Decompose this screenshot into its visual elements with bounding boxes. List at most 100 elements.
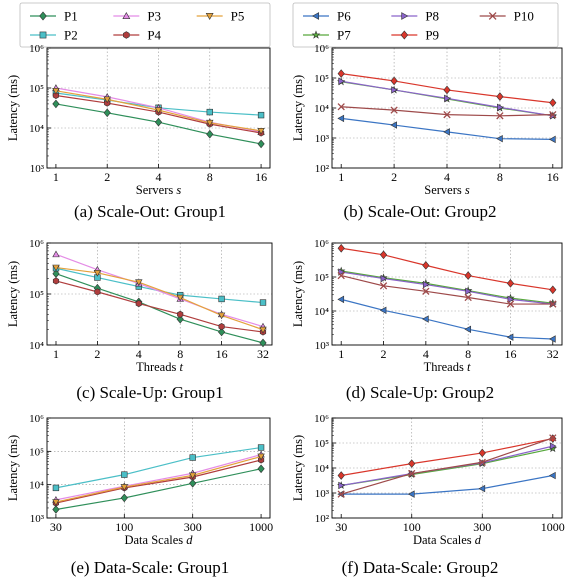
y-tick-label: 10³ bbox=[315, 133, 330, 145]
x-tick-label: 100 bbox=[115, 520, 133, 534]
x-tick-label: 2 bbox=[104, 170, 110, 184]
data-point bbox=[206, 108, 213, 116]
x-axis-label: Data Scales d bbox=[124, 533, 193, 547]
data-point bbox=[257, 111, 265, 119]
y-tick-label: 10⁵ bbox=[29, 83, 44, 95]
series-line bbox=[55, 455, 262, 503]
series-line bbox=[341, 270, 553, 304]
data-point bbox=[390, 76, 398, 86]
data-point bbox=[120, 493, 128, 503]
x-tick-label: 1 bbox=[53, 170, 59, 184]
data-point bbox=[422, 261, 430, 270]
legend-label: P6 bbox=[337, 9, 351, 24]
data-point bbox=[135, 299, 142, 308]
data-point bbox=[52, 264, 60, 272]
series-line bbox=[55, 267, 264, 304]
y-axis-label: Latency (ms) bbox=[6, 435, 20, 501]
data-point bbox=[154, 117, 163, 127]
x-tick-label: 2 bbox=[94, 347, 100, 361]
x-tick-label: 4 bbox=[136, 347, 142, 361]
data-point bbox=[549, 434, 557, 442]
y-tick-label: 10⁴ bbox=[314, 306, 329, 318]
data-point bbox=[379, 282, 388, 290]
series-p10 bbox=[337, 434, 557, 498]
legend-marker bbox=[488, 12, 497, 20]
y-tick-label: 10⁶ bbox=[314, 413, 329, 425]
data-point bbox=[52, 91, 59, 100]
series-p1 bbox=[52, 269, 267, 348]
data-point bbox=[422, 280, 430, 289]
data-point bbox=[135, 279, 143, 287]
x-tick-label: 4 bbox=[423, 347, 429, 361]
data-point bbox=[120, 484, 129, 491]
data-point bbox=[257, 453, 265, 461]
caption-d: (d) Scale-Up: Group2 bbox=[345, 383, 495, 402]
y-tick-label: 10⁵ bbox=[29, 289, 44, 301]
x-tick-label: 16 bbox=[216, 347, 228, 361]
data-point bbox=[338, 77, 346, 85]
data-point bbox=[206, 129, 214, 139]
series-line bbox=[55, 446, 262, 489]
x-tick-label: 100 bbox=[403, 520, 421, 534]
series-line bbox=[55, 273, 264, 344]
data-point bbox=[549, 98, 557, 108]
data-point bbox=[259, 338, 267, 348]
data-point bbox=[93, 269, 102, 277]
series-line bbox=[341, 271, 553, 305]
data-point bbox=[176, 314, 184, 324]
legend-marker bbox=[39, 11, 47, 21]
plot-frame bbox=[46, 417, 271, 519]
series-p6 bbox=[337, 295, 556, 343]
data-point bbox=[121, 471, 128, 478]
series-line bbox=[55, 253, 264, 328]
data-point bbox=[337, 243, 345, 253]
legend-label: P9 bbox=[425, 28, 439, 43]
legend-label: P3 bbox=[147, 9, 161, 24]
data-point bbox=[443, 110, 451, 119]
x-tick-label: 1000 bbox=[249, 520, 273, 534]
data-point bbox=[408, 469, 416, 478]
legend-entry-p3: P3 bbox=[113, 9, 161, 24]
legend-entry-p2: P2 bbox=[30, 28, 78, 43]
x-axis-label: Servers s bbox=[136, 183, 182, 197]
legend-marker bbox=[401, 12, 409, 20]
x-tick-label: 32 bbox=[257, 347, 269, 361]
data-point bbox=[257, 127, 265, 135]
x-tick-label: 300 bbox=[473, 520, 491, 534]
data-point bbox=[549, 300, 557, 308]
y-tick-label: 10³ bbox=[30, 513, 45, 525]
data-point bbox=[189, 454, 196, 461]
series-p6 bbox=[337, 114, 556, 144]
data-point bbox=[380, 274, 388, 283]
caption-f: (f) Data-Scale: Group2 bbox=[341, 558, 499, 577]
data-point bbox=[422, 315, 429, 323]
data-point bbox=[176, 294, 184, 302]
y-tick-label: 10⁴ bbox=[29, 123, 44, 135]
data-point bbox=[189, 478, 197, 488]
legend-marker bbox=[123, 31, 130, 39]
series-p4 bbox=[52, 277, 267, 336]
y-tick-label: 10² bbox=[315, 513, 330, 525]
data-point bbox=[549, 110, 557, 119]
data-point bbox=[337, 114, 345, 123]
y-tick-label: 10³ bbox=[30, 163, 45, 175]
x-axis-label: Threads t bbox=[424, 360, 471, 374]
chart-panel-a: 10³ 10⁴ 10⁵ 10⁶ 1 2 4 8 16 Servers s Latency (ms) bbox=[6, 43, 271, 197]
data-point bbox=[52, 505, 60, 514]
data-point bbox=[390, 106, 398, 114]
data-point bbox=[218, 327, 226, 337]
legend-marker bbox=[122, 11, 131, 20]
data-point bbox=[548, 335, 556, 343]
legend-label: P5 bbox=[231, 9, 245, 24]
x-tick-label: 1000 bbox=[541, 520, 565, 534]
series-line bbox=[55, 280, 264, 333]
series-p6 bbox=[337, 471, 556, 498]
chart-panel-d: 10³ 10⁴ 10⁵ 10⁶ 1 2 4 8 16 32 Threads t Latency (ms… bbox=[291, 238, 563, 374]
y-tick-label: 10⁴ bbox=[29, 340, 44, 352]
data-point bbox=[465, 287, 472, 295]
series-p3 bbox=[52, 450, 265, 503]
x-tick-label: 30 bbox=[50, 520, 62, 534]
data-point bbox=[390, 121, 397, 129]
series-line bbox=[341, 474, 553, 495]
legend-marker bbox=[311, 12, 320, 20]
